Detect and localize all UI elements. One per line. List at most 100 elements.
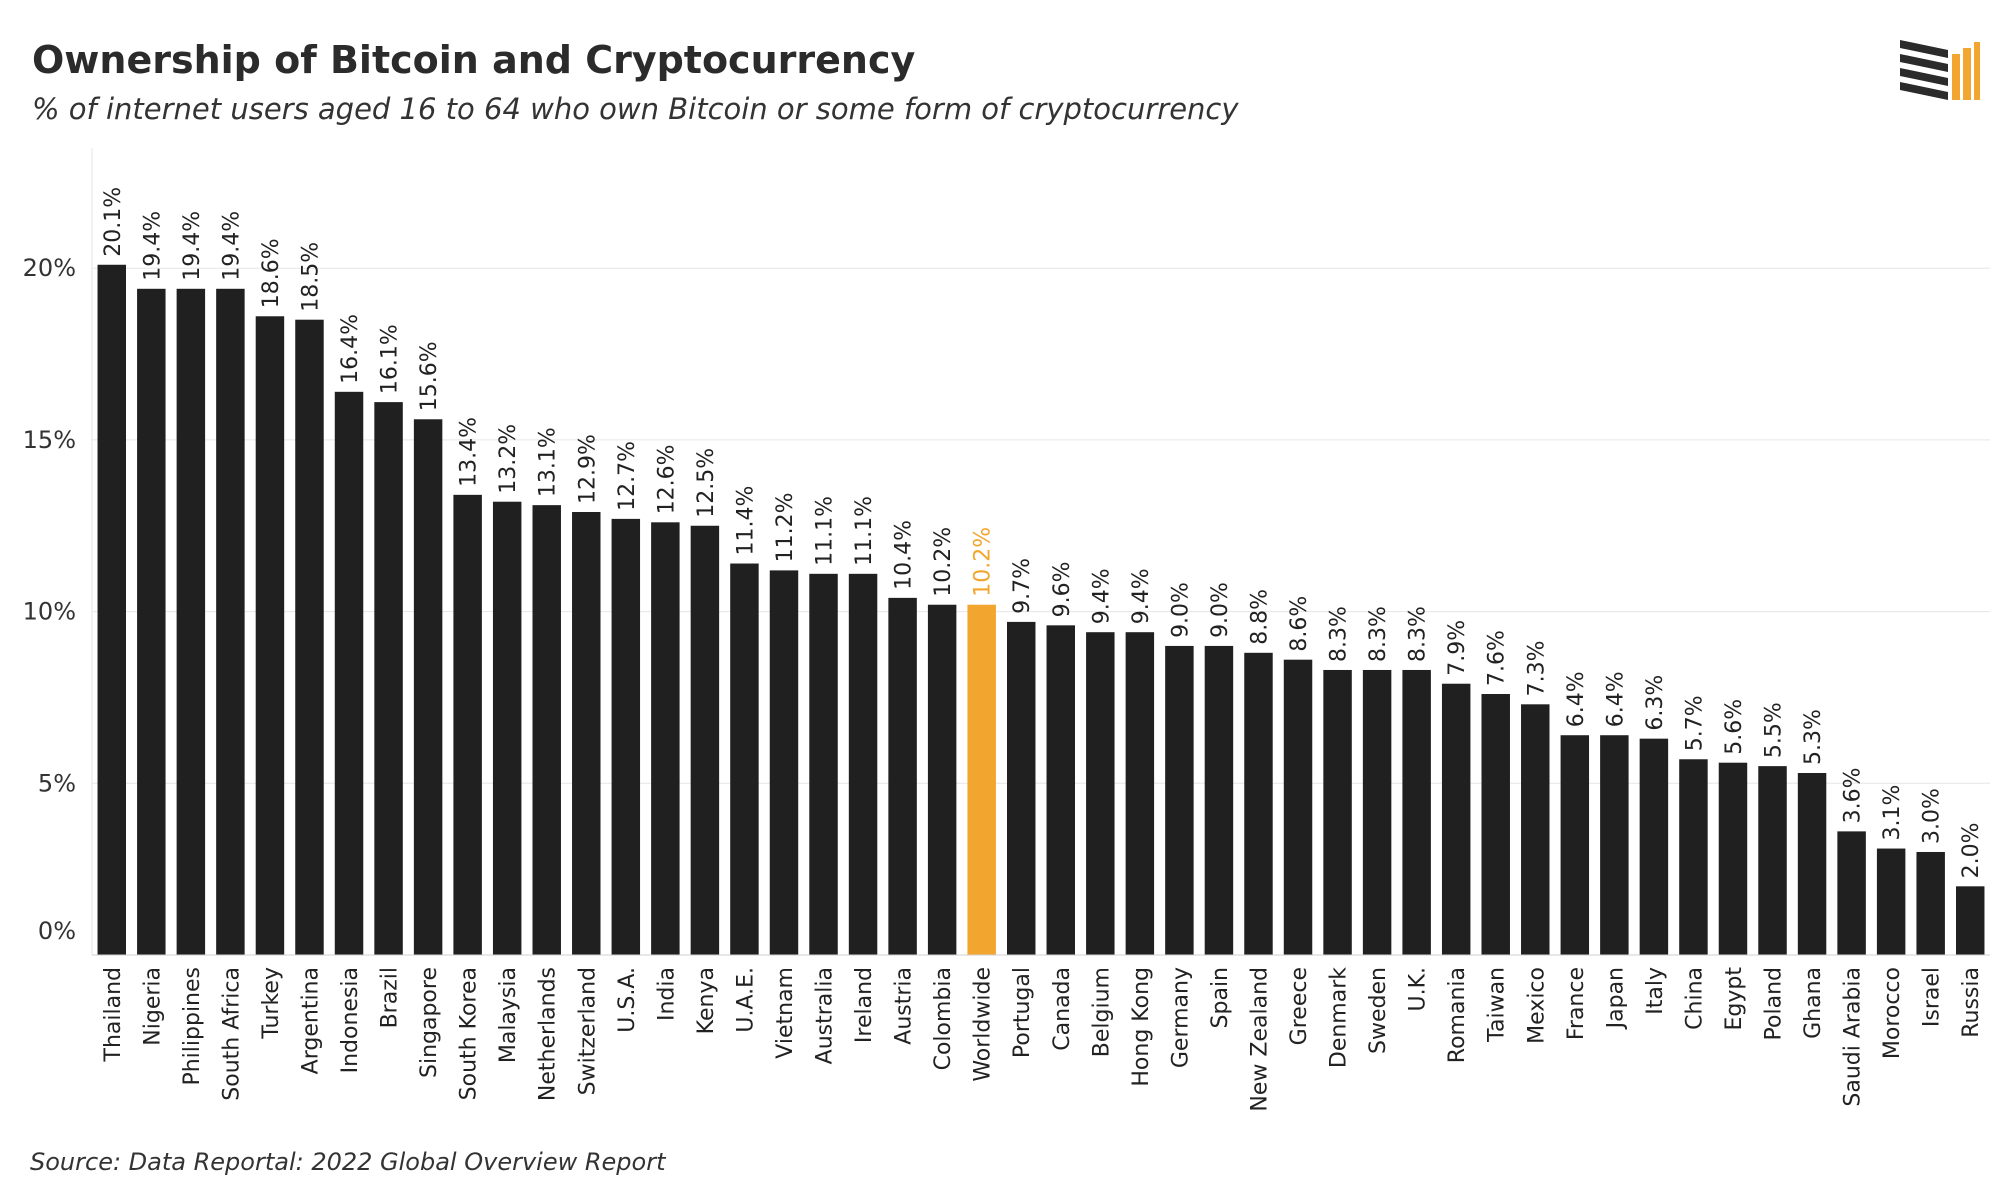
bar-thailand — [97, 264, 127, 955]
category-label: South Africa — [219, 967, 244, 1101]
category-label: Vietnam — [773, 967, 798, 1059]
category-label: Russia — [1959, 967, 1984, 1038]
category-label: Ghana — [1801, 967, 1826, 1039]
category-label: Nigeria — [140, 967, 165, 1046]
category-label: Taiwan — [1485, 967, 1510, 1043]
y-tick-label: 5% — [38, 769, 76, 797]
chart-title: Ownership of Bitcoin and Cryptocurrency — [32, 38, 916, 82]
value-label: 19.4% — [140, 211, 165, 281]
bar-argentina — [295, 319, 324, 955]
bar-poland — [1758, 766, 1787, 955]
bar-brazil — [374, 402, 403, 955]
value-label: 13.4% — [457, 417, 482, 487]
bar-israel — [1916, 851, 1945, 955]
value-label: 13.2% — [496, 424, 521, 494]
value-label: 5.5% — [1762, 702, 1787, 758]
value-label: 6.4% — [1564, 671, 1589, 727]
bar-u-s-a- — [611, 518, 641, 955]
chart-subtitle: % of internet users aged 16 to 64 who ow… — [32, 92, 1239, 126]
value-label: 3.1% — [1880, 785, 1905, 841]
value-label: 8.3% — [1327, 606, 1352, 662]
category-label: Worldwide — [971, 967, 996, 1082]
category-label: Indonesia — [338, 967, 363, 1073]
value-label: 12.7% — [615, 441, 640, 511]
bar-philippines — [176, 288, 206, 955]
bar-kenya — [690, 525, 720, 955]
bar-denmark — [1323, 669, 1352, 955]
bar-china — [1679, 759, 1708, 955]
bar-belgium — [1086, 632, 1115, 955]
category-label: Saudi Arabia — [1841, 967, 1866, 1107]
bar-canada — [1046, 625, 1076, 955]
category-label: Romania — [1445, 967, 1470, 1063]
bar-malaysia — [492, 501, 522, 955]
bar-u-a-e- — [730, 563, 759, 955]
bar-france — [1560, 735, 1590, 955]
bar-india — [651, 522, 680, 955]
bar-south-africa — [216, 288, 245, 955]
value-label: 9.0% — [1168, 582, 1193, 638]
value-label: 18.6% — [259, 238, 284, 308]
bar-germany — [1165, 645, 1194, 955]
bar-indonesia — [334, 391, 364, 955]
value-label: 8.8% — [1247, 589, 1272, 645]
bar-sweden — [1362, 669, 1392, 955]
bar-taiwan — [1481, 694, 1510, 955]
y-tick-label: 10% — [23, 598, 76, 626]
category-label: Switzerland — [575, 967, 600, 1095]
bar-new-zealand — [1244, 652, 1273, 955]
category-label: Kenya — [694, 967, 719, 1034]
category-label: South Korea — [457, 967, 482, 1100]
value-label: 19.4% — [180, 211, 205, 281]
value-label: 8.3% — [1366, 606, 1391, 662]
brand-logo-icon — [1900, 40, 1980, 100]
bar-saudi-arabia — [1837, 831, 1866, 955]
category-label: Belgium — [1089, 967, 1114, 1057]
y-tick-label: 0% — [38, 917, 76, 945]
bar-austria — [888, 597, 917, 955]
value-label: 3.6% — [1841, 767, 1866, 823]
category-label: U.K. — [1406, 967, 1431, 1012]
value-label: 10.2% — [971, 527, 996, 597]
category-label: Egypt — [1722, 967, 1747, 1031]
bar-nigeria — [137, 288, 166, 955]
value-label: 8.6% — [1287, 596, 1312, 652]
category-label: Brazil — [378, 967, 403, 1028]
category-label: Turkey — [259, 967, 284, 1040]
value-label: 5.3% — [1801, 709, 1826, 765]
source-note: Source: Data Reportal: 2022 Global Overv… — [30, 1148, 666, 1176]
bar-russia — [1955, 886, 1985, 955]
value-label: 9.0% — [1208, 582, 1233, 638]
bar-ghana — [1797, 772, 1827, 955]
category-label: Spain — [1208, 967, 1233, 1028]
value-label: 12.5% — [694, 448, 719, 518]
value-label: 13.1% — [536, 427, 561, 497]
bar-u-k- — [1402, 669, 1431, 955]
category-label: Austria — [892, 967, 917, 1045]
category-label: Greece — [1287, 967, 1312, 1045]
value-label: 9.4% — [1129, 568, 1154, 624]
value-label: 18.5% — [298, 242, 323, 312]
category-label: Mexico — [1524, 967, 1549, 1044]
value-label: 7.9% — [1445, 620, 1470, 676]
category-label: Argentina — [298, 967, 323, 1074]
y-tick-label: 20% — [23, 254, 76, 282]
category-label: China — [1682, 967, 1707, 1030]
value-label: 12.9% — [575, 434, 600, 504]
value-label: 5.7% — [1682, 695, 1707, 751]
value-label: 9.7% — [1010, 558, 1035, 614]
category-label: Colombia — [931, 967, 956, 1070]
value-label: 9.4% — [1089, 568, 1114, 624]
bar-worldwide — [967, 604, 996, 955]
bar-romania — [1441, 683, 1471, 955]
category-label: Canada — [1050, 967, 1075, 1051]
bar-south-korea — [453, 494, 482, 955]
value-label: 8.3% — [1406, 606, 1431, 662]
bar-portugal — [1006, 621, 1036, 955]
category-label: U.S.A. — [615, 967, 640, 1033]
bar-egypt — [1718, 762, 1748, 955]
value-label: 6.4% — [1603, 671, 1628, 727]
category-label: Australia — [813, 967, 838, 1064]
value-label: 10.4% — [892, 520, 917, 590]
category-label: Poland — [1762, 967, 1787, 1040]
